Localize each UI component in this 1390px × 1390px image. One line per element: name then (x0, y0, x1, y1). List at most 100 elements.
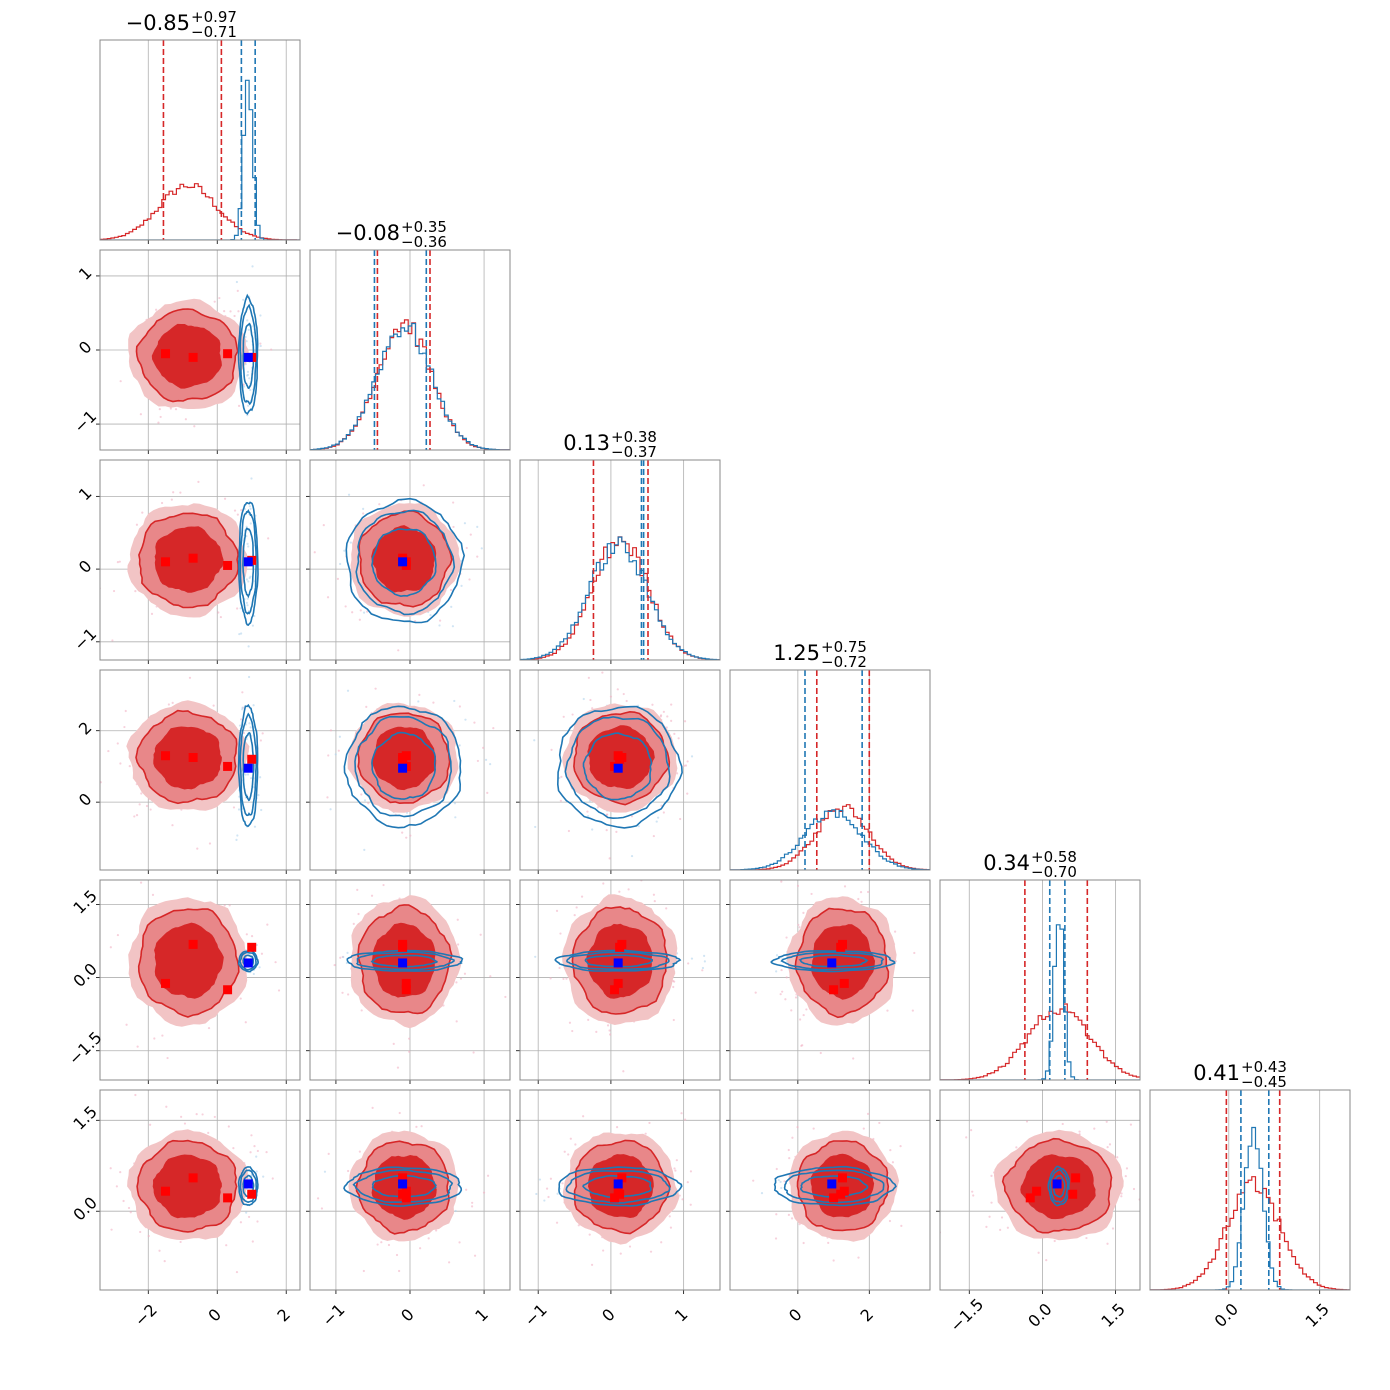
scatter-dot-red (669, 1226, 673, 1229)
scatter-dot-red (972, 1194, 975, 1197)
scatter-dot-red (588, 1233, 591, 1236)
scatter-dot-red (677, 737, 680, 740)
scatter-dot-red (561, 1182, 564, 1185)
scatter-dot-red (110, 1228, 113, 1231)
title-plus: +0.97 (191, 8, 237, 26)
scatter-dot-red (239, 997, 242, 1000)
x-tick-label: 2 (856, 1305, 877, 1326)
scatter-dot-red (587, 676, 590, 679)
contour-blue-0 (584, 954, 653, 968)
marker-red-3 (1068, 1189, 1078, 1199)
panel-4-2 (516, 879, 721, 1084)
scatter-dot-red (615, 1126, 619, 1129)
title-value: 0.13 (563, 431, 610, 455)
y-tick-label: 0.0 (69, 959, 100, 990)
marker-red-3 (615, 942, 625, 952)
scatter-dot-blue (239, 607, 242, 610)
scatter-dot-red (567, 1153, 570, 1156)
title-value: 0.41 (1193, 1061, 1240, 1085)
scatter-dot-red (109, 946, 112, 949)
scatter-dot-blue (244, 335, 247, 339)
scatter-dot-blue (690, 755, 694, 758)
marker-truth-blue (398, 958, 408, 968)
scatter-dot-red (563, 1150, 566, 1153)
contour-blue-0 (242, 322, 255, 390)
scatter-dot-red (367, 802, 370, 805)
contour-blue-2 (773, 1165, 897, 1207)
scatter-dot-red (333, 963, 336, 967)
scatter-dot-blue (535, 1192, 538, 1196)
scatter-dot-red (577, 1224, 580, 1227)
contour-blue-1 (239, 508, 257, 615)
scatter-dot-red (866, 862, 868, 864)
scatter-dot-red (415, 1125, 418, 1128)
scatter-dot-red (201, 1113, 204, 1116)
scatter-dot-red (371, 1106, 374, 1109)
histogram-blue (940, 924, 1140, 1080)
scatter-dot-red (111, 639, 114, 642)
panel-title: 0.34 +0.58−0.70 (983, 848, 1077, 881)
scatter-dot-red (365, 705, 368, 709)
scatter-dot-blue (252, 704, 255, 707)
scatter-dot-red (223, 904, 226, 907)
scatter-dot-red (212, 704, 215, 707)
scatter-dot-red (492, 727, 495, 730)
scatter-dot-red (560, 775, 563, 778)
scatter-dot-red (780, 880, 783, 883)
scatter-dot-blue (246, 414, 249, 417)
scatter-dot-red (652, 834, 655, 838)
marker-truth-blue (613, 763, 623, 773)
scatter-dot-blue (347, 493, 351, 496)
scatter-dot-red (465, 546, 468, 550)
panel-5-1: −1 0 1 (306, 1089, 511, 1330)
scatter-dot-red (473, 1254, 477, 1257)
scatter-dot-red (622, 1070, 625, 1073)
scatter-dot-red (188, 676, 192, 679)
contour-blue-2 (346, 949, 464, 972)
scatter-dot-red (134, 1093, 137, 1097)
contour-blue-1 (566, 951, 670, 971)
marker-red-1 (838, 1173, 847, 1183)
scatter-dot-red (140, 792, 143, 795)
scatter-dot-red (351, 611, 354, 614)
scatter-dot-blue (463, 522, 467, 525)
scatter-dot-blue (701, 966, 705, 970)
scatter-dot-red (149, 808, 152, 811)
scatter-dot-red (547, 1195, 550, 1199)
scatter-dot-red (894, 930, 897, 933)
scatter-dot-blue (438, 624, 441, 627)
scatter-dot-red (680, 1112, 683, 1115)
scatter-dot-blue (248, 505, 251, 508)
scatter-dot-red (195, 1113, 198, 1116)
scatter-dot-red (159, 871, 161, 873)
scatter-dot-red (344, 605, 347, 608)
marker-red-1 (1071, 1173, 1081, 1183)
contour-blue-1 (239, 951, 257, 971)
scatter-dot-red (360, 793, 363, 796)
scatter-dot-red (673, 732, 676, 735)
title-minus: −0.72 (821, 653, 867, 671)
scatter-dot-red (1061, 1122, 1064, 1126)
marker-truth-blue (1052, 1179, 1062, 1189)
marker-red-0 (161, 349, 171, 359)
scatter-dot-red (213, 1115, 216, 1119)
contour-blue-2 (558, 1166, 683, 1207)
scatter-dot-red (1000, 1216, 1004, 1219)
scatter-dot-red (774, 1237, 778, 1240)
contour-blue-2 (343, 1166, 463, 1207)
scatter-dot-red (320, 1207, 324, 1210)
panel-frame (99, 669, 301, 871)
scatter-dot-blue (259, 344, 262, 348)
contour-blue-1 (355, 509, 456, 616)
scatter-dot-red (701, 969, 704, 972)
panel-frame (939, 879, 1141, 1081)
scatter-dot-red (277, 989, 281, 992)
scatter-dot-blue (346, 951, 349, 955)
scatter-dot-red (888, 1219, 892, 1223)
scatter-dot-red (670, 719, 673, 723)
scatter-dot-red (797, 923, 800, 926)
scatter-dot-red (253, 1145, 256, 1148)
scatter-dot-blue (257, 794, 260, 797)
marker-red-2 (829, 1193, 839, 1203)
